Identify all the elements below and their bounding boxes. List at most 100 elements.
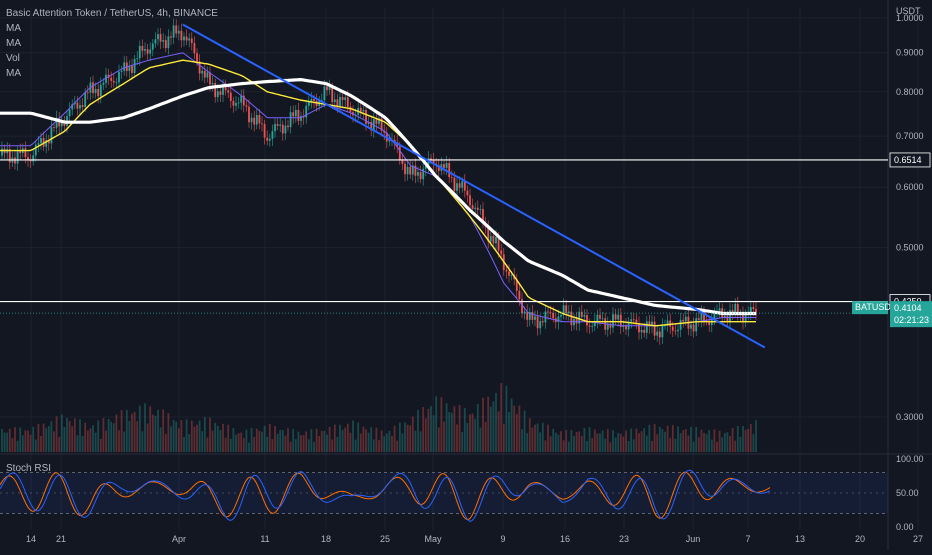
x-tick-label: Apr [172,534,186,544]
volume-bar [645,435,648,452]
volume-bar [310,429,313,452]
volume-bar [144,403,146,452]
volume-bar [193,426,196,452]
trendline [182,23,766,349]
candle-body [562,305,565,315]
volume-bar [253,436,256,452]
volume-bar [159,427,162,452]
candle-body [658,331,661,338]
candle-body [669,320,672,327]
volume-bar [656,434,659,452]
volume-bar [731,428,734,452]
volume-bar [6,432,9,452]
stoch-rsi-label[interactable]: Stoch RSI [6,463,52,474]
volume-bar [482,397,484,452]
candle-body [690,324,692,329]
candle-body [79,105,81,109]
volume-bar [708,430,711,452]
candle-body [341,96,344,101]
candle-body [177,30,180,34]
volume-bar [755,420,757,452]
volume-bar [185,419,188,452]
volume-bar [300,435,302,452]
candle-body [534,316,536,320]
moving-averages [0,52,756,327]
volume-bar [284,435,287,452]
horizontal-line-value: 0.6514 [894,155,922,165]
candle-body [266,137,269,141]
volume-bar [458,405,461,452]
candle-body [294,109,297,117]
candle-body [409,166,412,175]
volume-bar [627,441,630,452]
candle-body [476,207,479,210]
volume-bar [500,382,503,452]
volume-bar [739,436,742,452]
volume-bar [55,416,58,452]
candle-body [671,326,674,331]
stoch-tick-label: 100.00 [896,454,924,464]
volume-bar [146,423,149,452]
y-tick-label: 0.6000 [896,182,924,192]
candle-body [588,325,591,327]
volume-bar [352,420,354,452]
indicator-ma-3[interactable]: MA [6,68,21,79]
volume-bar [71,426,74,452]
candle-body [287,125,289,128]
candle-body [188,38,191,41]
volume-bar [487,396,490,452]
candle-body [214,83,217,98]
candle-body [560,314,562,317]
volume-bar [14,427,16,452]
volume-bar [388,430,391,452]
candle-body [349,106,352,113]
candle-body [518,290,521,300]
volume-bar [346,423,349,452]
volume-bar [443,421,445,452]
volume-bar [469,414,471,452]
volume-bar [547,424,549,452]
volume-bar [570,429,573,452]
y-tick-label: 1.0000 [896,13,924,23]
volume-bar [588,427,591,452]
indicator-vol[interactable]: Vol [6,53,20,64]
volume-bar [42,423,45,452]
volume-bar [263,425,266,452]
volume-bar [744,429,747,452]
candle-body [456,183,458,191]
candle-body [515,279,518,291]
volume-bar [162,409,165,452]
candle-body [216,91,219,98]
candle-body [60,122,63,127]
chart-title[interactable]: Basic Attention Token / TetherUS, 4h, BI… [6,8,218,19]
candle-body [565,305,568,314]
volume-bar [297,431,300,452]
candle-body [638,323,640,333]
indicator-ma-1[interactable]: MA [6,23,21,34]
volume-bar [315,428,318,452]
volume-bar [427,408,430,452]
candle-body [94,89,97,94]
candle-body [677,329,679,332]
volume-bar [747,428,750,452]
volume-bar [227,424,230,452]
indicator-ma-2[interactable]: MA [6,38,21,49]
volume-bar [409,425,412,452]
volume-bar [97,420,100,452]
volume-bar [380,430,383,452]
volume-bar [552,428,555,452]
candle-body [401,160,404,164]
candle-body [339,96,341,108]
volume-bar [354,439,357,452]
volume-bar [643,428,646,452]
volume-bar [617,432,620,452]
volume-bar [99,438,102,452]
volume-bar [131,413,133,452]
candle-body [1,148,3,156]
volume-bar [357,422,360,452]
volume-bar [619,433,622,452]
volume-bar [37,423,40,452]
candle-body [541,321,544,323]
